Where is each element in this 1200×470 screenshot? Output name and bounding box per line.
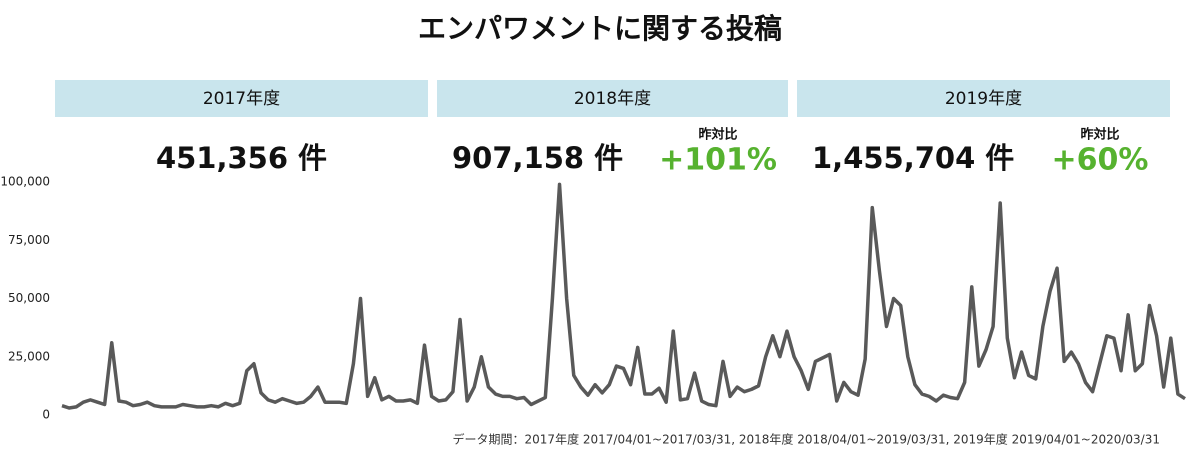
- panel-header: 2018年度: [574, 89, 651, 109]
- post-count: 451,356 件: [156, 141, 327, 175]
- panel-header-bg: [55, 80, 428, 117]
- count-unit: 件: [594, 141, 623, 175]
- panel-header-bg: [797, 80, 1170, 117]
- y-tick-label: 0: [42, 408, 50, 422]
- yoy-value: +101%: [659, 143, 777, 178]
- data-line: [61, 182, 1186, 410]
- y-tick-label: 75,000: [8, 233, 50, 247]
- count-value: 907,158: [452, 141, 584, 175]
- panel-header: 2017年度: [203, 89, 280, 109]
- count-value: 451,356: [156, 141, 288, 175]
- panel-header: 2019年度: [945, 89, 1022, 109]
- count-unit: 件: [985, 141, 1014, 175]
- y-tick-label: 100,000: [0, 175, 50, 189]
- count-unit: 件: [298, 141, 327, 175]
- chart-title: エンパワメントに関する投稿: [418, 12, 782, 45]
- y-tick-label: 50,000: [8, 291, 50, 305]
- post-count: 907,158 件: [452, 141, 623, 175]
- count-value: 1,455,704: [812, 141, 975, 175]
- panel-header-bg: [437, 80, 788, 117]
- post-count: 1,455,704 件: [812, 141, 1014, 175]
- data-note: データ期間：2017年度 2017/04/01~2017/03/31, 2018…: [453, 432, 1160, 447]
- yoy-label: 昨対比: [1080, 127, 1119, 143]
- y-tick-label: 25,000: [8, 349, 50, 363]
- yoy-label: 昨対比: [698, 127, 737, 143]
- yoy-value: +60%: [1052, 143, 1149, 178]
